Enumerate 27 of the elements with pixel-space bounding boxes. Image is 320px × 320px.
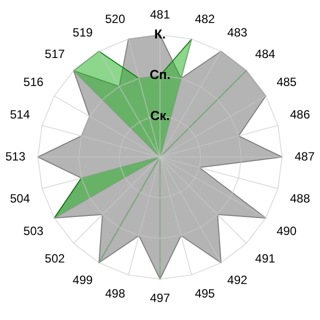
y-tick-label: Сп. (150, 67, 170, 82)
spoke-label: 482 (194, 12, 216, 26)
spoke-label: 486 (290, 107, 310, 122)
spoke-label: 502 (44, 252, 66, 266)
spoke-label: 481 (150, 8, 170, 22)
spoke-label: 503 (23, 224, 44, 238)
spoke-label: 498 (105, 286, 126, 301)
spoke-label: 495 (194, 286, 216, 301)
spoke-label: 497 (150, 291, 170, 306)
spoke-label: 485 (276, 74, 297, 89)
spoke-label: 492 (227, 273, 248, 288)
spoke-label: 504 (10, 191, 30, 206)
spoke-label: 499 (72, 273, 94, 288)
spoke-label: 483 (227, 26, 248, 40)
spoke-label: 490 (276, 224, 297, 238)
y-tick-label: Ск. (150, 108, 170, 123)
spoke-label: 491 (255, 252, 276, 266)
spoke-label: 484 (255, 46, 276, 61)
spoke-label: 487 (294, 149, 315, 164)
spoke-label: 520 (105, 12, 126, 26)
y-tick-label: К. (154, 26, 166, 42)
spoke-label: 519 (72, 26, 94, 40)
spoke-label: 488 (290, 191, 310, 206)
spoke-label: 517 (44, 46, 66, 61)
spoke-label: 516 (23, 74, 44, 89)
spoke-label: 513 (5, 149, 26, 164)
spoke-label: 514 (10, 107, 30, 122)
